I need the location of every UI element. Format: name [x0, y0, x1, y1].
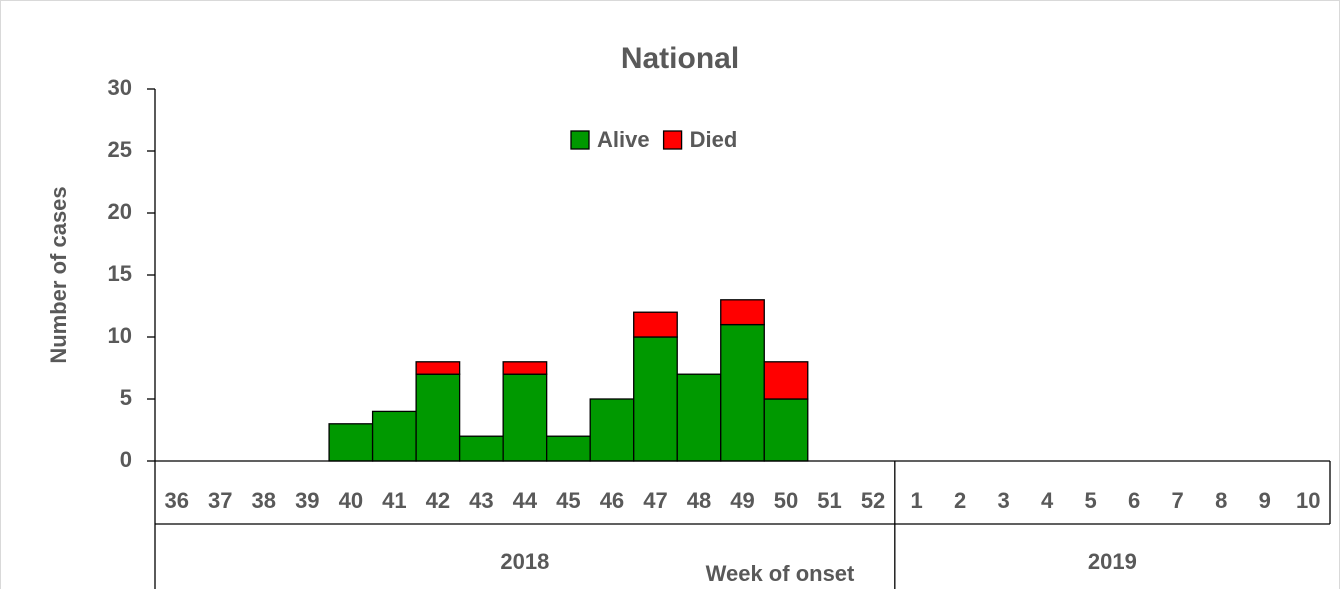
x-tick-label: 7 [1172, 488, 1184, 513]
x-tick-label: 51 [817, 488, 841, 513]
bar [371, 410, 417, 462]
x-tick-label: 41 [382, 488, 406, 513]
y-axis-label: Number of cases [46, 186, 71, 363]
bar [763, 361, 809, 400]
x-tick-label: 42 [426, 488, 450, 513]
bar [502, 361, 548, 375]
y-tick-label: 5 [120, 385, 132, 410]
bar [633, 336, 678, 462]
bar [502, 373, 548, 462]
x-tick-label: 50 [774, 488, 798, 513]
bar [328, 423, 374, 462]
x-tick-label: 46 [600, 488, 624, 513]
x-tick-label: 1 [910, 488, 922, 513]
x-tick-label: 10 [1296, 488, 1320, 513]
legend-swatch [570, 130, 590, 150]
x-tick-label: 37 [208, 488, 232, 513]
bar [676, 373, 722, 462]
y-tick-label: 0 [120, 447, 132, 472]
chart-title: National [621, 42, 739, 75]
bar [720, 323, 765, 462]
x-tick-label: 43 [469, 488, 493, 513]
bar [546, 435, 591, 462]
x-tick-label: 39 [295, 488, 319, 513]
x-tick-label: 40 [339, 488, 363, 513]
group-label: 2019 [1088, 549, 1137, 574]
x-tick-label: 44 [513, 488, 538, 513]
y-tick-label: 10 [108, 323, 132, 348]
x-tick-label: 6 [1128, 488, 1140, 513]
bar [458, 435, 504, 462]
x-tick-label: 38 [252, 488, 276, 513]
x-tick-label: 45 [556, 488, 580, 513]
x-tick-label: 5 [1085, 488, 1097, 513]
x-tick-label: 36 [165, 488, 189, 513]
bar [763, 398, 809, 462]
x-tick-label: 48 [687, 488, 711, 513]
x-tick-label: 49 [730, 488, 754, 513]
legend-label: Died [690, 127, 738, 152]
x-tick-label: 52 [861, 488, 885, 513]
group-label: 2018 [500, 549, 549, 574]
x-tick-label: 4 [1041, 488, 1054, 513]
x-axis-label: Week of onset [706, 561, 855, 586]
y-tick-label: 15 [108, 261, 132, 286]
bar [633, 311, 678, 338]
bar [415, 361, 461, 375]
y-tick-label: 30 [108, 75, 132, 100]
x-tick-label: 9 [1259, 488, 1271, 513]
y-tick-label: 20 [108, 199, 132, 224]
x-tick-label: 3 [997, 488, 1009, 513]
x-tick-label: 2 [954, 488, 966, 513]
bar [589, 398, 635, 462]
x-tick-label: 47 [643, 488, 667, 513]
legend-swatch [662, 130, 683, 150]
legend-label: Alive [597, 127, 650, 152]
bar [720, 299, 765, 326]
bar [415, 373, 461, 462]
x-tick-label: 8 [1215, 488, 1227, 513]
y-tick-label: 25 [108, 137, 132, 162]
